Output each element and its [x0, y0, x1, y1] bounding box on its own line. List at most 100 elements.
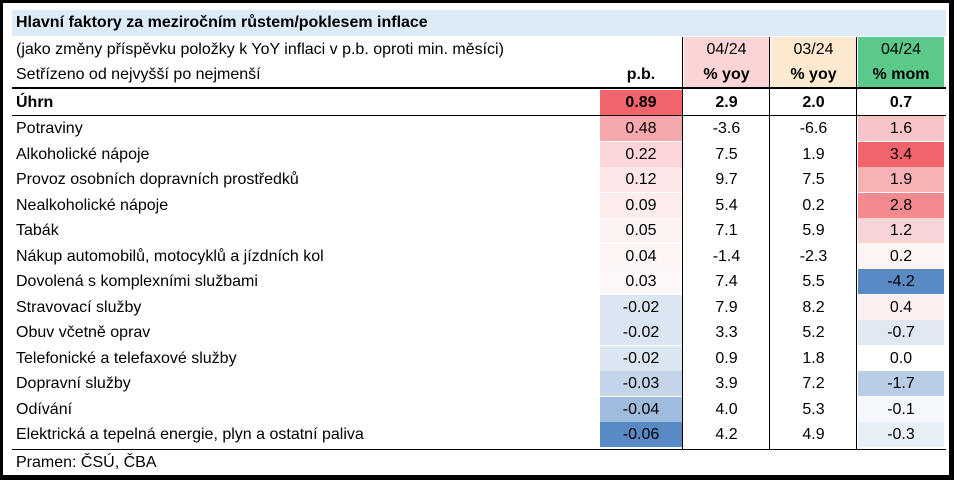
table-row: Telefonické a telefaxové služby -0.02 0.9 1…: [12, 345, 946, 371]
mom-04-24-cell: 0.2: [858, 243, 944, 269]
column-divider: [682, 37, 683, 449]
mom-04-24-cell: 0.7: [858, 90, 944, 115]
table-row: Dovolená s komplexními službami 0.03 7.4 5.…: [12, 269, 946, 294]
yoy-04-24-cell: 4.2: [715, 426, 738, 443]
table-row: Obuv včetně oprav -0.02 3.3 5.2 -0.7: [12, 320, 946, 345]
yoy-04-24-cell: 7.9: [715, 298, 738, 316]
row-label: Nákup automobilů, motocyklů a jízdních k…: [16, 247, 324, 265]
pb-cell: 0.03: [600, 269, 682, 294]
header-rule: [12, 87, 946, 89]
pb-cell: -0.02: [600, 345, 682, 371]
pb-cell: 0.04: [600, 243, 682, 269]
mom-04-24-cell: -4.2: [858, 269, 944, 294]
mom-04-24-cell: 3.4: [858, 141, 944, 167]
mom-04-24-cell: -1.7: [858, 371, 944, 396]
yoy-04-24-cell: 5.4: [715, 196, 738, 214]
row-label: Elektrická a tepelná energie, plyn a ost…: [16, 426, 364, 443]
yoy-04-24-cell: 7.5: [715, 145, 738, 163]
col-04-24-mom-date: 04/24: [880, 41, 922, 58]
yoy-03-24-cell: 2.0: [802, 94, 825, 111]
yoy-03-24-cell: 5.5: [802, 273, 825, 290]
col-03-24-yoy-date: 03/24: [793, 41, 834, 58]
table-row: Nealkoholické nápoje 0.09 5.4 0.2 2.8: [12, 192, 946, 218]
row-label: Nealkoholické nápoje: [16, 196, 169, 214]
col-04-24-yoy-header-bg: [684, 37, 769, 87]
table-sort-note: Setřízeno od nejvyšší po nejmenší: [16, 66, 261, 83]
mom-04-24-cell: -0.1: [858, 396, 944, 422]
yoy-04-24-cell: 3.9: [715, 375, 738, 392]
yoy-04-24-cell: -1.4: [712, 247, 741, 265]
table-row: Elektrická a tepelná energie, plyn a ost…: [12, 422, 946, 447]
row-label: Alkoholické nápoje: [16, 145, 150, 163]
yoy-04-24-cell: 9.7: [715, 171, 738, 188]
mom-04-24-cell: 1.6: [858, 116, 944, 141]
yoy-03-24-cell: 7.5: [802, 171, 825, 188]
table-row: Stravovací služby -0.02 7.9 8.2 0.4: [12, 294, 946, 320]
row-label: Telefonické a telefaxové služby: [16, 349, 237, 367]
col-04-24-yoy-date: 04/24: [706, 41, 747, 58]
pb-cell: 0.48: [600, 116, 682, 141]
yoy-03-24-cell: 8.2: [802, 298, 825, 316]
pb-cell: -0.02: [600, 294, 682, 320]
yoy-03-24-cell: 5.3: [802, 400, 825, 418]
yoy-03-24-cell: 7.2: [802, 375, 825, 392]
row-label: Obuv včetně oprav: [16, 324, 151, 341]
yoy-03-24-cell: -6.6: [799, 120, 828, 137]
table-row: Potraviny 0.48 -3.6 -6.6 1.6: [12, 116, 946, 141]
pb-cell: -0.02: [600, 320, 682, 345]
yoy-03-24-cell: 1.9: [802, 145, 825, 163]
col-03-24-yoy-header-bg: [771, 37, 856, 87]
pb-cell: 0.12: [600, 167, 682, 192]
row-label: Tabák: [16, 222, 59, 239]
yoy-04-24-cell: 7.4: [715, 273, 738, 290]
total-row: Úhrn 0.89 2.9 2.0 0.7: [12, 90, 946, 115]
row-label: Odívání: [16, 400, 73, 418]
table-row: Tabák 0.05 7.1 5.9 1.2: [12, 218, 946, 243]
yoy-03-24-cell: -2.3: [799, 247, 828, 265]
pb-cell: 0.05: [600, 218, 682, 243]
pb-cell: 0.89: [600, 90, 682, 115]
yoy-03-24-cell: 5.9: [802, 222, 825, 239]
mom-04-24-cell: 0.4: [858, 294, 944, 320]
mom-04-24-cell: 1.9: [858, 167, 944, 192]
yoy-04-24-cell: 4.0: [715, 400, 738, 418]
pb-cell: 0.22: [600, 141, 682, 167]
table-row: Provoz osobních dopravních prostředků 0.1…: [12, 167, 946, 192]
yoy-04-24-cell: 3.3: [715, 324, 738, 341]
total-rule: [12, 115, 946, 116]
col-03-24-yoy-unit: % yoy: [790, 66, 837, 83]
yoy-04-24-cell: 0.9: [715, 349, 738, 367]
pb-cell: -0.03: [600, 371, 682, 396]
yoy-03-24-cell: 0.2: [802, 196, 825, 214]
table-subtitle: (jako změny příspěvku položky k YoY infl…: [16, 41, 504, 58]
yoy-04-24-cell: 7.1: [715, 222, 738, 239]
row-label: Potraviny: [16, 120, 83, 137]
mom-04-24-cell: -0.3: [858, 422, 944, 447]
yoy-03-24-cell: 4.9: [802, 426, 825, 443]
yoy-03-24-cell: 1.8: [802, 349, 825, 367]
table-row: Dopravní služby -0.03 3.9 7.2 -1.7: [12, 371, 946, 396]
column-divider: [769, 37, 770, 449]
col-04-24-mom-header-bg: [858, 37, 944, 87]
col-04-24-mom-unit: % mom: [872, 66, 930, 83]
table-title: Hlavní faktory za meziročním růstem/pokl…: [12, 10, 946, 36]
row-label: Dopravní služby: [16, 375, 131, 392]
mom-04-24-cell: 1.2: [858, 218, 944, 243]
yoy-04-24-cell: 2.9: [715, 94, 738, 111]
pb-cell: -0.06: [600, 422, 682, 447]
mom-04-24-cell: 0.0: [858, 345, 944, 371]
bottom-rule: [12, 449, 946, 450]
row-label: Úhrn: [16, 94, 54, 111]
table-row: Odívání -0.04 4.0 5.3 -0.1: [12, 396, 946, 422]
row-label: Provoz osobních dopravních prostředků: [16, 171, 299, 188]
table-frame: Hlavní faktory za meziročním růstem/pokl…: [3, 3, 949, 475]
table-row: Alkoholické nápoje 0.22 7.5 1.9 3.4: [12, 141, 946, 167]
pb-cell: 0.09: [600, 192, 682, 218]
table-source: Pramen: ČSÚ, ČBA: [16, 454, 157, 471]
row-label: Dovolená s komplexními službami: [16, 273, 258, 290]
yoy-03-24-cell: 5.2: [802, 324, 825, 341]
pb-cell: -0.04: [600, 396, 682, 422]
column-divider: [856, 37, 857, 449]
mom-04-24-cell: 2.8: [858, 192, 944, 218]
mom-04-24-cell: -0.7: [858, 320, 944, 345]
